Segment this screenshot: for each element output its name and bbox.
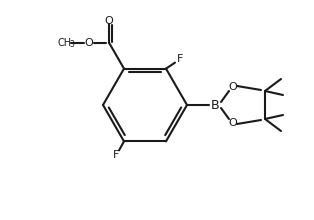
Text: B: B: [211, 99, 219, 112]
Text: F: F: [113, 150, 119, 160]
Text: O: O: [229, 118, 237, 128]
Text: O: O: [85, 38, 93, 48]
Text: F: F: [177, 54, 183, 64]
Text: 3: 3: [70, 40, 74, 49]
Text: CH: CH: [58, 38, 72, 48]
Text: O: O: [105, 16, 113, 26]
Text: O: O: [229, 82, 237, 92]
